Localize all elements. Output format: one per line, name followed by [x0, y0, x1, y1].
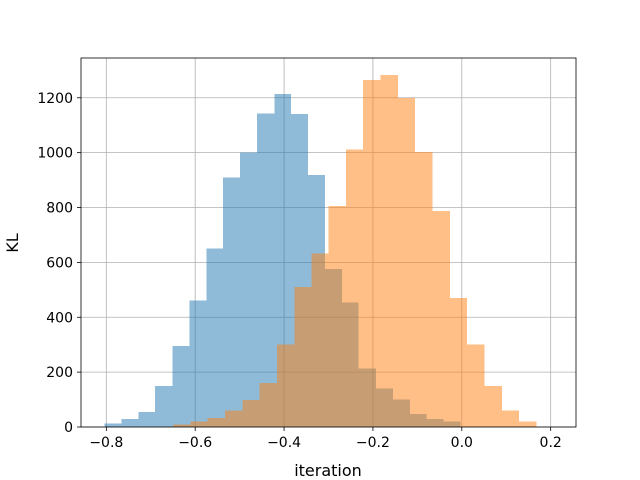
histogram-bar [189, 300, 207, 427]
histogram-bar [256, 113, 275, 428]
histogram-bar [240, 152, 257, 427]
x-tick-label: 0.2 [540, 435, 562, 451]
histogram-bar [172, 424, 191, 427]
histogram-bar [242, 400, 260, 427]
histogram-bar [276, 344, 295, 427]
histogram-bar [415, 151, 433, 427]
histogram-bar [104, 423, 122, 427]
histogram-bar [449, 298, 468, 427]
x-tick-label: −0.6 [178, 435, 212, 451]
histogram-bar [484, 385, 502, 427]
histogram-bar [501, 410, 520, 427]
y-tick-label: 800 [46, 201, 73, 217]
histogram-bars [104, 75, 537, 428]
histogram-bar [224, 410, 243, 427]
histogram-bar [397, 97, 416, 427]
histogram-bar [121, 418, 139, 427]
histogram-bar [172, 346, 190, 427]
x-tick-label: −0.8 [89, 435, 123, 451]
histogram-bar [380, 75, 398, 427]
y-tick-label: 1000 [37, 146, 73, 162]
histogram-bar [223, 177, 241, 427]
y-tick-label: 1200 [37, 91, 73, 107]
y-tick-label: 600 [46, 255, 73, 271]
y-tick-label: 0 [64, 420, 73, 436]
histogram-bar [328, 206, 346, 427]
histogram-bar [311, 253, 329, 427]
histogram-bar [206, 248, 224, 427]
y-tick-label: 400 [46, 310, 73, 326]
histogram-bar [259, 383, 277, 427]
y-tick-label: 200 [46, 365, 73, 381]
histogram-bar [294, 287, 312, 427]
histogram-bar [467, 344, 485, 427]
histogram-bar [345, 149, 364, 427]
histogram-bar [432, 210, 450, 427]
histogram-bar [363, 79, 381, 428]
plot-area-frame [80, 57, 577, 428]
histogram-bar [190, 421, 208, 427]
histogram-bar [274, 94, 292, 428]
x-tick-label: −0.4 [267, 435, 301, 451]
histogram-series-2 [172, 75, 537, 428]
histogram-bar [207, 418, 225, 427]
histogram-bar [519, 421, 537, 427]
y-axis-label: KL [3, 233, 22, 252]
x-tick-label: −0.2 [356, 435, 390, 451]
histogram-bar [138, 411, 156, 427]
x-tick-label: 0.0 [451, 435, 473, 451]
histogram-bar [155, 385, 173, 427]
axis-ticks: −0.8 −0.6 −0.4 −0.2 0.0 0.2 0 200 400 600 800 1000 1… [37, 91, 561, 451]
x-axis-label: iteration [294, 461, 362, 480]
